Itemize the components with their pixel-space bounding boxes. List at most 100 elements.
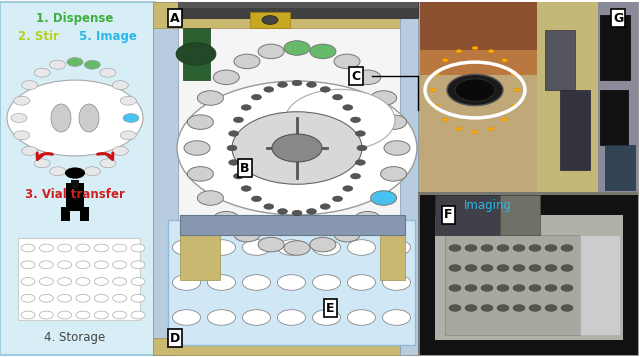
Circle shape (351, 174, 360, 179)
Circle shape (207, 275, 236, 290)
Bar (598, 2, 638, 192)
Circle shape (264, 87, 274, 92)
Ellipse shape (79, 104, 99, 132)
Bar (623, 195, 638, 355)
Circle shape (355, 211, 381, 226)
Circle shape (310, 237, 336, 252)
Circle shape (58, 278, 72, 285)
Bar (66, 183, 84, 211)
Circle shape (213, 70, 239, 85)
Circle shape (112, 146, 128, 155)
Circle shape (123, 114, 139, 122)
Circle shape (529, 305, 541, 311)
Circle shape (173, 275, 200, 290)
Circle shape (545, 305, 557, 311)
Circle shape (188, 115, 213, 129)
Circle shape (39, 261, 53, 269)
Circle shape (21, 244, 35, 252)
Circle shape (197, 191, 223, 205)
Circle shape (529, 245, 541, 251)
Circle shape (58, 261, 72, 269)
Circle shape (343, 105, 353, 110)
Circle shape (310, 44, 336, 59)
Bar (80, 207, 89, 221)
Bar (400, 2, 418, 355)
Circle shape (94, 294, 108, 302)
Circle shape (433, 104, 439, 108)
Circle shape (207, 310, 236, 325)
Bar (420, 2, 537, 50)
Bar (61, 207, 70, 221)
Circle shape (34, 68, 50, 77)
Bar (153, 2, 418, 28)
Bar (153, 2, 418, 355)
Text: G: G (613, 11, 623, 25)
Circle shape (113, 311, 127, 319)
Circle shape (184, 141, 210, 155)
Circle shape (76, 278, 90, 285)
Circle shape (67, 57, 83, 66)
Circle shape (355, 131, 365, 136)
Text: 2. Stir: 2. Stir (17, 30, 58, 42)
Circle shape (343, 186, 353, 191)
Circle shape (481, 265, 493, 271)
Circle shape (333, 94, 342, 100)
Bar (168, 220, 415, 345)
Circle shape (278, 275, 305, 290)
Circle shape (333, 196, 342, 202)
Circle shape (449, 245, 461, 251)
Circle shape (207, 240, 236, 255)
Circle shape (131, 311, 145, 319)
Bar (537, 2, 598, 192)
Circle shape (21, 278, 35, 285)
Circle shape (241, 186, 251, 191)
Circle shape (513, 265, 525, 271)
Bar (180, 215, 405, 235)
Bar (418, 2, 537, 192)
Text: 3. Vial transfer: 3. Vial transfer (25, 188, 125, 201)
Circle shape (113, 278, 127, 285)
Circle shape (497, 265, 509, 271)
Circle shape (227, 145, 237, 151)
Circle shape (278, 240, 305, 255)
Text: Imaging: Imaging (464, 198, 512, 211)
Text: A: A (170, 11, 180, 25)
Circle shape (94, 278, 108, 285)
Circle shape (188, 167, 213, 181)
Circle shape (243, 310, 271, 325)
Circle shape (465, 265, 477, 271)
Circle shape (481, 245, 493, 251)
Circle shape (272, 134, 322, 162)
Ellipse shape (51, 104, 71, 132)
Circle shape (488, 50, 494, 53)
Circle shape (252, 94, 262, 100)
Bar (183, 28, 210, 80)
Circle shape (545, 285, 557, 291)
Circle shape (545, 265, 557, 271)
Circle shape (21, 311, 35, 319)
Circle shape (76, 294, 90, 302)
Circle shape (513, 305, 525, 311)
Circle shape (320, 204, 330, 209)
Circle shape (113, 244, 127, 252)
Circle shape (371, 91, 397, 105)
Text: B: B (240, 161, 250, 175)
Circle shape (58, 311, 72, 319)
Bar (0, 2, 155, 355)
Text: F: F (444, 208, 452, 221)
Circle shape (278, 310, 305, 325)
Circle shape (488, 127, 494, 130)
Circle shape (131, 278, 145, 285)
Circle shape (84, 60, 100, 69)
Circle shape (449, 305, 461, 311)
Circle shape (561, 305, 573, 311)
Circle shape (472, 130, 478, 134)
Circle shape (383, 240, 410, 255)
Circle shape (561, 245, 573, 251)
Circle shape (100, 159, 116, 168)
Circle shape (58, 244, 72, 252)
Bar (71, 180, 79, 188)
Circle shape (381, 167, 406, 181)
Circle shape (456, 127, 462, 130)
Text: 1. Dispense: 1. Dispense (36, 11, 114, 25)
